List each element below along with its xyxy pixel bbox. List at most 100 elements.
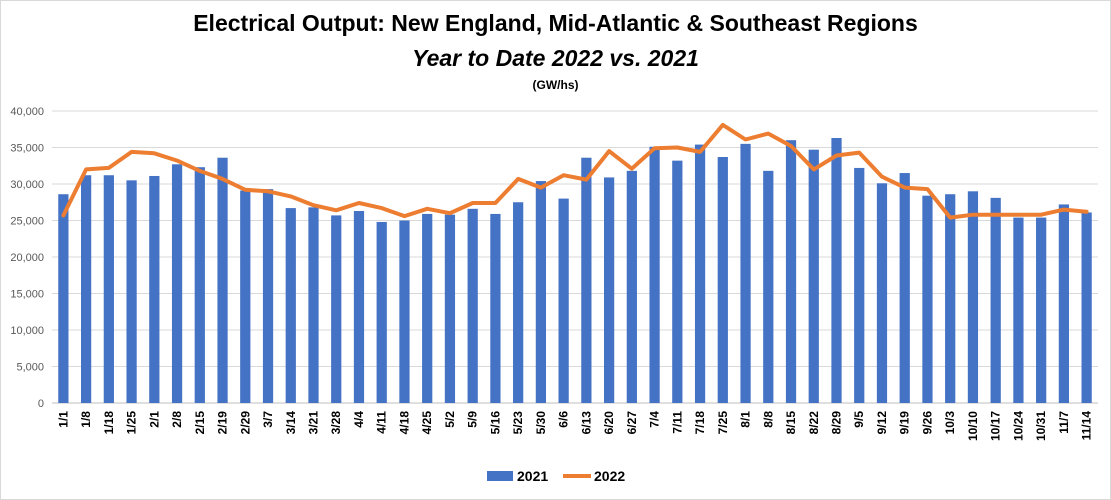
bar-2021: [513, 202, 524, 403]
legend-label-2021: 2021: [517, 468, 548, 484]
x-tick-label: 8/8: [761, 411, 775, 428]
y-tick-label: 0: [38, 398, 44, 410]
bar-2021: [967, 191, 979, 403]
x-tick-label: 6/20: [602, 411, 616, 435]
x-tick-label: 2/29: [238, 411, 252, 435]
chart-unit-label: (GW/hs): [532, 78, 579, 92]
x-tick-label: 1/8: [79, 411, 93, 428]
bar-2021: [80, 175, 92, 403]
x-tick-label: 10/24: [1011, 411, 1025, 441]
x-tick-label: 6/13: [579, 411, 593, 435]
bar-2021: [831, 138, 842, 403]
bar-2021: [854, 167, 865, 403]
x-tick-label: 3/7: [261, 411, 275, 428]
bar-2021: [626, 170, 637, 403]
x-tick-label: 2/8: [170, 411, 184, 428]
x-tick-label: 5/16: [488, 411, 502, 435]
x-tick-label: 7/25: [716, 411, 730, 435]
bar-2021: [922, 195, 933, 403]
bar-2021: [444, 214, 456, 403]
y-tick-label: 15,000: [10, 289, 44, 301]
x-tick-label: 10/31: [1034, 411, 1048, 441]
bar-2021: [1058, 204, 1070, 403]
x-tick-label: 5/23: [511, 411, 525, 435]
x-tick-label: 1/1: [56, 411, 70, 428]
y-tick-label: 25,000: [10, 216, 44, 228]
x-tick-label: 5/30: [534, 411, 548, 435]
bar-2021: [194, 167, 205, 403]
bar-2021: [171, 164, 183, 403]
bar-2021: [490, 213, 501, 403]
bar-2021: [376, 221, 387, 403]
chart-subtitle: Year to Date 2022 vs. 2021: [412, 45, 699, 71]
bar-2021: [876, 183, 888, 403]
bar-2021: [535, 181, 547, 403]
x-tick-label: 8/1: [739, 411, 753, 428]
x-tick-label: 8/15: [784, 411, 798, 435]
x-tick-label: 7/18: [693, 411, 707, 435]
x-tick-label: 8/22: [807, 411, 821, 435]
x-tick-label: 2/15: [193, 411, 207, 435]
x-tick-label: 9/12: [875, 411, 889, 435]
x-tick-label: 9/5: [852, 411, 866, 428]
bar-2021: [262, 189, 274, 403]
x-tick-label: 7/11: [670, 411, 684, 434]
x-tick-label: 7/4: [648, 411, 662, 428]
bar-2021: [763, 170, 774, 403]
x-tick-label: 4/18: [397, 411, 411, 435]
bar-2021: [1036, 217, 1047, 403]
bar-2021: [694, 144, 706, 403]
chart-title: Electrical Output: New England, Mid-Atla…: [193, 10, 918, 36]
line-2022: [61, 122, 1089, 220]
x-tick-label: 6/27: [625, 411, 639, 435]
x-tick-label: 9/26: [920, 411, 934, 435]
x-tick-label: 1/25: [125, 411, 139, 435]
bar-2021: [126, 180, 137, 403]
x-tick-label: 4/11: [375, 411, 389, 434]
x-tick-label: 5/2: [443, 411, 457, 428]
x-tick-label: 2/1: [147, 411, 161, 428]
x-tick-label: 3/28: [329, 411, 343, 435]
bar-2021: [331, 215, 342, 403]
x-tick-label: 3/14: [284, 411, 298, 435]
bar-2021: [467, 208, 478, 403]
bar-2021: [308, 207, 319, 403]
bar-2021: [899, 173, 910, 403]
y-tick-label: 5,000: [16, 362, 44, 374]
bar-2021: [217, 157, 228, 403]
y-tick-label: 30,000: [10, 179, 44, 191]
bar-2021: [240, 190, 251, 403]
bar-2021: [103, 175, 114, 403]
y-tick-label: 40,000: [10, 106, 44, 118]
x-tick-label: 2/19: [216, 411, 230, 435]
x-tick-label: 10/3: [943, 411, 957, 435]
bar-2021: [785, 140, 797, 403]
x-tick-label: 4/25: [420, 411, 434, 435]
x-tick-label: 9/19: [898, 411, 912, 435]
bar-2021: [672, 160, 683, 403]
x-tick-label: 4/4: [352, 411, 366, 428]
bar-2021: [808, 149, 819, 403]
bar-2021: [1013, 217, 1024, 403]
bar-2021: [422, 213, 433, 403]
legend-swatch-2021: [487, 471, 513, 481]
bar-2021: [58, 194, 69, 403]
bar-2021: [1081, 212, 1092, 403]
x-tick-label: 5/9: [466, 411, 480, 428]
bar-2021: [603, 177, 615, 403]
bar-2021: [945, 194, 956, 403]
bar-2021: [990, 197, 1001, 403]
x-tick-label: 10/10: [966, 411, 980, 441]
x-tick-label: 3/21: [307, 411, 321, 435]
bar-2021: [399, 220, 410, 403]
x-tick-label: 11/7: [1057, 411, 1071, 434]
y-tick-label: 10,000: [10, 325, 44, 337]
y-tick-label: 35,000: [10, 143, 44, 155]
bar-2021: [717, 156, 728, 403]
bar-2021: [285, 208, 296, 403]
legend-label-2022: 2022: [594, 468, 625, 484]
bar-2021: [649, 146, 660, 403]
x-tick-label: 8/29: [830, 411, 844, 435]
bar-2021: [558, 198, 569, 403]
x-tick-label: 11/14: [1080, 411, 1094, 441]
